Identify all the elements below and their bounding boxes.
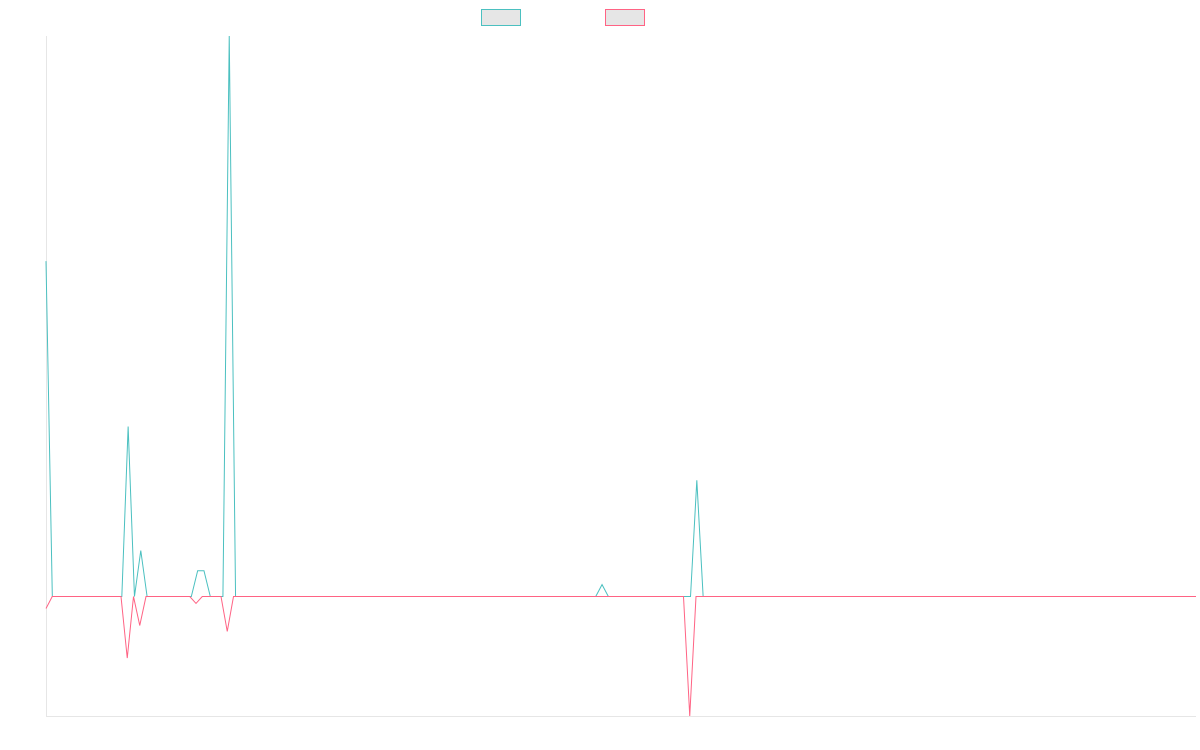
series-line-1 [45,35,1196,598]
chart-axes [46,36,1196,717]
legend-swatch-series-2[interactable] [605,9,645,26]
series-line-2 [45,596,1196,717]
chart-legend[interactable] [481,9,645,26]
legend-swatch-series-1[interactable] [481,9,521,26]
series-layer [45,35,1196,717]
